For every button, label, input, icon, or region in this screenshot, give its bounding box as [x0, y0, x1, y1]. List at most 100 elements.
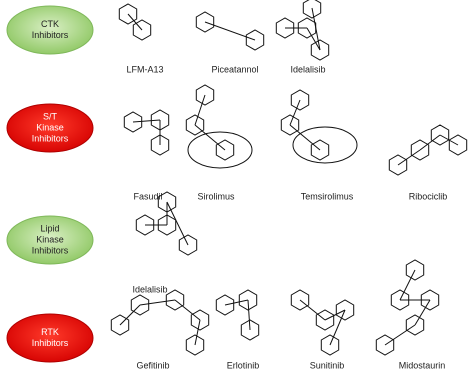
- bond: [174, 299, 201, 321]
- ring: [118, 3, 138, 25]
- structure: [388, 124, 468, 176]
- ring: [310, 39, 330, 61]
- ring: [165, 289, 185, 311]
- class-label: Kinase: [36, 122, 64, 132]
- class-label: S/T: [43, 111, 58, 121]
- ring: [185, 114, 205, 136]
- structure: [375, 259, 440, 356]
- structure: [275, 0, 330, 61]
- ring: [130, 294, 150, 316]
- ring: [240, 319, 260, 341]
- bond: [324, 309, 346, 321]
- bond: [204, 21, 256, 41]
- ring: [185, 334, 205, 356]
- drug-name: LFM-A13: [126, 64, 163, 74]
- ring: [420, 289, 440, 311]
- structure: [280, 89, 358, 164]
- drug-name: Gefitinib: [136, 360, 169, 370]
- ring: [388, 154, 408, 176]
- ring: [335, 299, 355, 321]
- ring: [275, 17, 295, 39]
- drug-name: Sirolimus: [197, 191, 235, 201]
- drug-name: Erlotinib: [227, 360, 260, 370]
- ring: [405, 259, 425, 281]
- ring: [290, 89, 310, 111]
- ring: [280, 114, 300, 136]
- drug-name: Sunitinib: [310, 360, 345, 370]
- structure: [185, 84, 253, 169]
- bond: [166, 201, 189, 246]
- class-ellipse: [6, 313, 94, 363]
- bond: [289, 124, 321, 151]
- bond: [306, 27, 321, 51]
- ring: [375, 334, 395, 356]
- class-label: Kinase: [36, 234, 64, 244]
- ring: [302, 0, 322, 19]
- class-label: Inhibitors: [32, 30, 69, 40]
- ring: [135, 214, 155, 236]
- macrocycle: [187, 131, 253, 169]
- bond: [384, 324, 416, 346]
- bond: [194, 94, 206, 126]
- macrocycle: [292, 126, 358, 164]
- ring: [110, 314, 130, 336]
- drug-name: Piceatannol: [211, 64, 258, 74]
- ring: [150, 134, 170, 156]
- structure: [215, 289, 260, 341]
- ring: [195, 84, 215, 106]
- ring: [390, 289, 410, 311]
- structure: [110, 289, 210, 356]
- class-ellipse: [6, 215, 94, 265]
- bond: [289, 99, 301, 126]
- structure: [118, 3, 152, 41]
- bond: [414, 299, 431, 326]
- bond: [299, 299, 326, 321]
- bond: [194, 319, 201, 346]
- drug-name: Idelalisib: [132, 284, 167, 294]
- class-ellipse: [6, 5, 94, 55]
- bond: [419, 134, 441, 151]
- drug-name: Ribociclib: [409, 191, 448, 201]
- class-label: Inhibitors: [32, 338, 69, 348]
- bond: [439, 134, 459, 146]
- bond: [119, 304, 141, 326]
- ring: [297, 17, 317, 39]
- ring: [310, 139, 330, 161]
- drug-name: Fasudil: [133, 191, 162, 201]
- bond: [132, 119, 161, 123]
- bond: [397, 149, 421, 166]
- bond: [329, 309, 346, 346]
- class-label: RTK: [41, 327, 59, 337]
- ring: [123, 111, 143, 133]
- ring: [178, 234, 198, 256]
- structure: [123, 109, 170, 156]
- class-label: Lipid: [40, 223, 59, 233]
- bond: [139, 299, 176, 306]
- class-label: Inhibitors: [32, 245, 69, 255]
- ring: [430, 124, 450, 146]
- ring: [290, 289, 310, 311]
- bond: [194, 124, 226, 151]
- ring: [315, 309, 335, 331]
- ring: [195, 11, 215, 33]
- class-label: CTK: [41, 19, 59, 29]
- ring: [405, 314, 425, 336]
- bond: [247, 299, 251, 331]
- ring: [215, 294, 235, 316]
- bond: [311, 7, 321, 51]
- ring: [238, 289, 258, 311]
- drug-name: Temsirolimus: [301, 191, 354, 201]
- structure: [290, 289, 355, 356]
- structure: [195, 11, 265, 51]
- ring: [245, 29, 265, 51]
- drug-name: Idelalisib: [290, 64, 325, 74]
- ring: [410, 139, 430, 161]
- structure: [135, 191, 198, 256]
- class-label: Inhibitors: [32, 133, 69, 143]
- ring: [215, 139, 235, 161]
- ring: [132, 19, 152, 41]
